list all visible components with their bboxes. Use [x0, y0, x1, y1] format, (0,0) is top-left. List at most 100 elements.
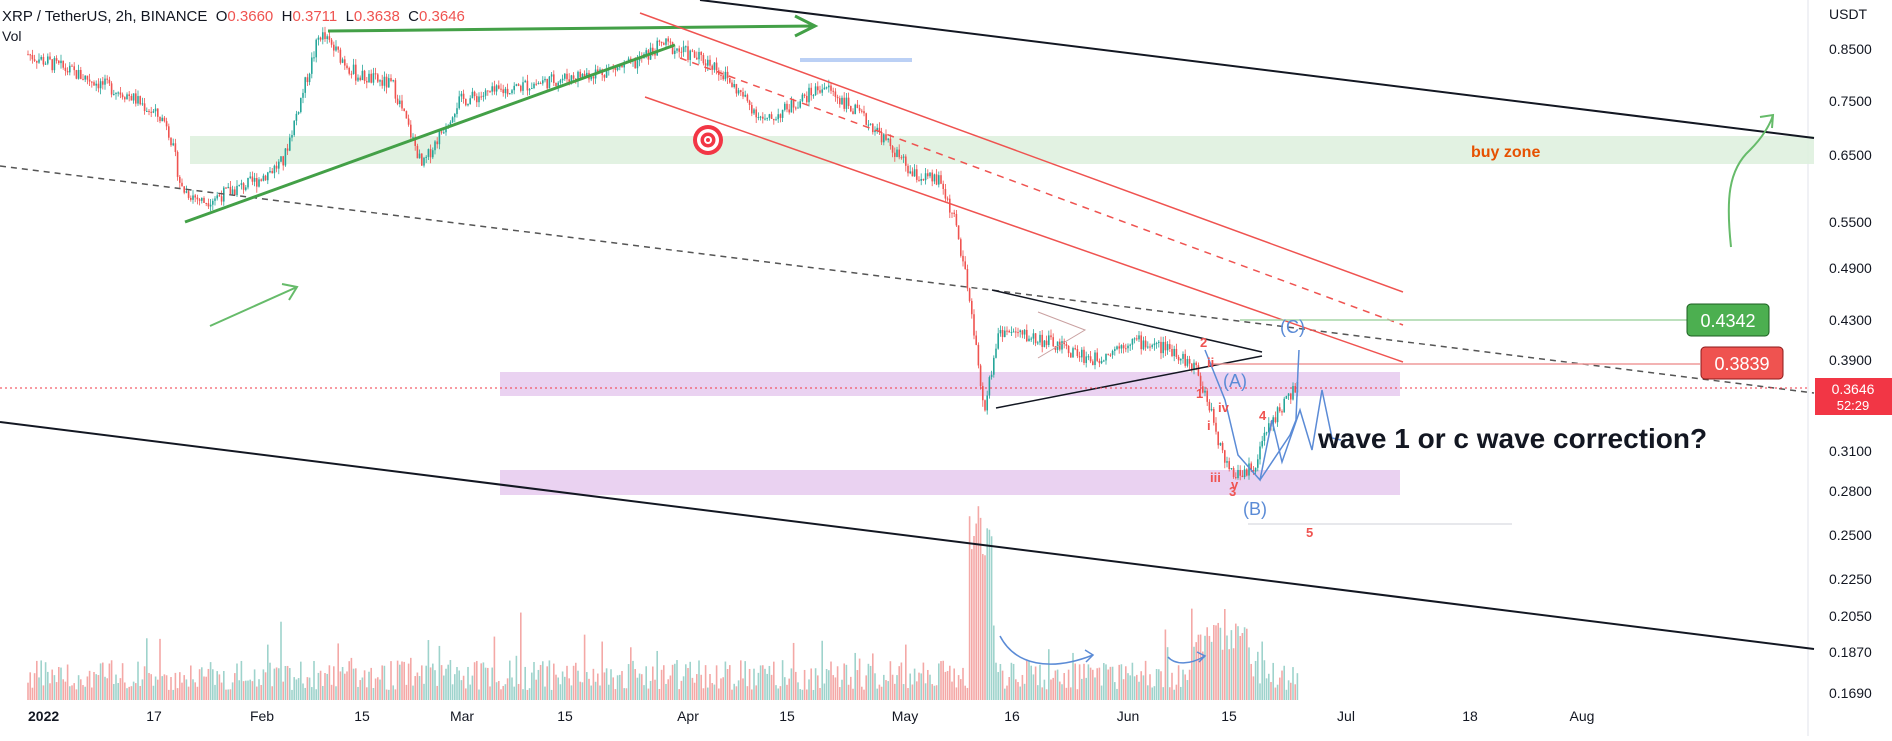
- y-tick-label: 0.2250: [1829, 571, 1872, 587]
- volume-bar: [720, 678, 722, 700]
- volume-bar: [187, 686, 190, 700]
- candle-body: [1263, 432, 1266, 441]
- candle-body: [964, 261, 966, 270]
- candle-body: [159, 116, 161, 122]
- candle-body: [1010, 331, 1013, 333]
- volume-bar: [324, 673, 326, 700]
- volume-bar: [797, 682, 799, 700]
- candle-body: [238, 184, 240, 186]
- volume-bar: [528, 688, 531, 700]
- volume-bar: [130, 686, 133, 700]
- candle-body: [700, 51, 702, 56]
- volume-bar: [579, 681, 581, 700]
- volume-bar: [407, 663, 410, 700]
- volume-bar: [1210, 641, 1213, 700]
- candle-body: [1274, 417, 1277, 423]
- candle-body: [423, 157, 425, 166]
- volume-bar: [946, 670, 949, 700]
- candle-body: [1186, 358, 1189, 366]
- volume-bar: [95, 674, 97, 700]
- candle-body: [1158, 341, 1160, 343]
- candle-body: [737, 90, 740, 94]
- y-tick-label: 0.3100: [1829, 443, 1872, 459]
- candle-body: [533, 83, 535, 89]
- volume-bar: [1197, 634, 1200, 700]
- volume-bar: [341, 666, 344, 700]
- volume-bar: [1074, 663, 1076, 700]
- volume-bar: [619, 674, 621, 700]
- volume-bar: [638, 673, 641, 700]
- candle-body: [634, 59, 636, 69]
- candle-body: [975, 335, 977, 345]
- y-tick-label: 0.4300: [1829, 312, 1872, 328]
- volume-bar: [909, 673, 911, 700]
- volume-bar: [1263, 660, 1266, 700]
- volume-bar: [792, 642, 795, 700]
- candle-body: [1175, 348, 1178, 357]
- volume-bar: [271, 686, 273, 700]
- volume-bar: [174, 672, 177, 700]
- volume-bar: [421, 665, 423, 700]
- volume-bar: [696, 674, 698, 700]
- volume-bar: [31, 687, 34, 700]
- volume-bar: [368, 671, 370, 700]
- candle-body: [381, 80, 383, 86]
- volume-bar: [711, 683, 713, 700]
- candle-body: [154, 108, 157, 112]
- volume-bar: [478, 689, 480, 700]
- volume-bar: [524, 666, 526, 700]
- candle-body: [962, 255, 964, 262]
- volume-bar: [564, 676, 566, 700]
- candle-body: [922, 178, 925, 181]
- candle-body: [724, 71, 727, 80]
- volume-bar: [192, 679, 194, 700]
- volume-bar: [762, 665, 764, 700]
- volume-bar: [154, 676, 157, 700]
- candle-body: [636, 60, 639, 69]
- candle-body: [214, 198, 216, 201]
- candle-body: [929, 172, 931, 177]
- volume-bar: [205, 676, 207, 700]
- candle-body: [1177, 356, 1180, 361]
- candle-body: [674, 50, 676, 54]
- volume-bar: [592, 668, 595, 700]
- volume-bar: [150, 674, 152, 700]
- candle-body: [751, 104, 753, 114]
- volume-bar: [77, 675, 80, 700]
- candle-body: [652, 47, 654, 54]
- candle-body: [1208, 401, 1211, 411]
- candle-body: [645, 50, 647, 54]
- volume-bar: [390, 661, 392, 700]
- volume-bar: [975, 523, 977, 700]
- candle-body: [1061, 341, 1063, 350]
- candle-body: [42, 56, 45, 65]
- candle-body: [260, 179, 262, 181]
- candle-body: [511, 90, 513, 94]
- volume-bar: [412, 685, 414, 700]
- candle-body: [33, 59, 36, 61]
- candle-body: [71, 65, 73, 67]
- candle-body: [806, 95, 808, 103]
- candle-body: [663, 43, 665, 45]
- volume-bar: [1217, 622, 1219, 700]
- candle-body: [568, 79, 570, 83]
- candle-body: [438, 131, 441, 145]
- candle-body: [264, 175, 267, 181]
- volume-bar: [216, 671, 218, 700]
- volume-bar: [293, 677, 295, 700]
- volume-bar: [957, 675, 960, 700]
- volume-bar: [82, 685, 84, 700]
- candle-body: [740, 90, 742, 93]
- candle-body: [379, 80, 381, 82]
- volume-bar: [533, 662, 535, 700]
- candle-body: [152, 111, 155, 113]
- candle-body: [731, 82, 733, 88]
- candle-body: [1228, 461, 1230, 470]
- volume-bar: [258, 679, 260, 700]
- candle-body: [220, 196, 223, 202]
- volume-bar: [898, 666, 900, 700]
- wave-count-label: iii: [1210, 470, 1221, 485]
- volume-bar: [839, 687, 841, 700]
- candle-body: [913, 169, 916, 177]
